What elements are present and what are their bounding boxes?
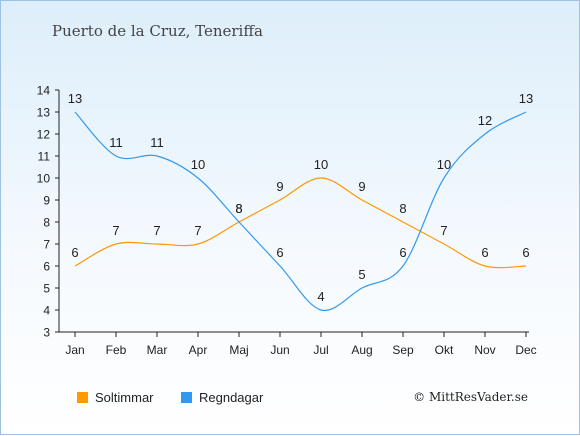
data-label-soltimmar-okt: 7 bbox=[440, 223, 447, 238]
data-label-regndagar-jul: 4 bbox=[317, 289, 324, 304]
chart-title: Puerto de la Cruz, Teneriffa bbox=[52, 22, 263, 40]
legend-swatch-soltimmar bbox=[77, 392, 88, 403]
data-label-regndagar-sep: 6 bbox=[399, 245, 406, 260]
data-label-regndagar-nov: 12 bbox=[478, 113, 492, 128]
series-line-regndagar bbox=[74, 111, 527, 312]
data-label-regndagar-feb: 11 bbox=[109, 135, 123, 150]
x-tick-label-mar: Mar bbox=[147, 343, 168, 357]
y-tick-label-10: 10 bbox=[37, 172, 51, 186]
y-tick-label-11: 11 bbox=[38, 150, 51, 164]
legend-item-regndagar: Regndagar bbox=[181, 390, 263, 405]
credit-text: © MittResVader.se bbox=[413, 390, 528, 404]
data-label-soltimmar-nov: 6 bbox=[481, 245, 488, 260]
y-tick-label-5: 5 bbox=[43, 282, 50, 296]
data-label-regndagar-okt: 10 bbox=[437, 157, 451, 172]
x-tick-label-aug: Aug bbox=[351, 343, 372, 357]
data-label-regndagar-mar: 11 bbox=[150, 135, 164, 150]
series-line-soltimmar bbox=[74, 177, 527, 269]
x-tick-label-jan: Jan bbox=[65, 343, 84, 357]
y-tick-label-14: 14 bbox=[37, 84, 51, 98]
data-label-regndagar-apr: 10 bbox=[191, 157, 205, 172]
x-tick-label-jul: Jul bbox=[313, 343, 328, 357]
y-tick-label-3: 3 bbox=[43, 326, 50, 340]
y-tick-label-7: 7 bbox=[43, 238, 50, 252]
data-label-soltimmar-jul: 10 bbox=[314, 157, 328, 172]
y-tick-label-6: 6 bbox=[43, 260, 50, 274]
data-label-regndagar-dec: 13 bbox=[519, 91, 533, 106]
x-tick-label-sep: Sep bbox=[392, 343, 414, 357]
legend-label-regndagar: Regndagar bbox=[199, 390, 264, 405]
data-label-soltimmar-feb: 7 bbox=[112, 223, 119, 238]
data-label-soltimmar-apr: 7 bbox=[194, 223, 201, 238]
data-label-regndagar-maj: 8 bbox=[235, 201, 242, 216]
x-tick-label-apr: Apr bbox=[189, 343, 208, 357]
data-label-soltimmar-dec: 6 bbox=[522, 245, 529, 260]
data-label-soltimmar-aug: 9 bbox=[358, 179, 365, 194]
y-tick-label-4: 4 bbox=[43, 304, 50, 318]
y-tick-label-9: 9 bbox=[43, 194, 50, 208]
x-tick-label-nov: Nov bbox=[474, 343, 495, 357]
legend-label-soltimmar: Soltimmar bbox=[95, 390, 154, 405]
y-tick-label-12: 12 bbox=[37, 128, 51, 142]
x-tick-label-jun: Jun bbox=[270, 343, 289, 357]
data-label-soltimmar-jun: 9 bbox=[276, 179, 283, 194]
data-label-soltimmar-mar: 7 bbox=[153, 223, 160, 238]
x-tick-label-okt: Okt bbox=[435, 343, 454, 357]
data-label-regndagar-jun: 6 bbox=[276, 245, 283, 260]
data-label-regndagar-aug: 5 bbox=[358, 267, 365, 282]
legend-item-soltimmar: Soltimmar bbox=[77, 390, 154, 405]
data-label-regndagar-jan: 13 bbox=[68, 91, 82, 106]
data-label-soltimmar-jan: 6 bbox=[71, 245, 78, 260]
y-tick-label-8: 8 bbox=[43, 216, 50, 230]
x-tick-label-maj: Maj bbox=[229, 343, 248, 357]
data-label-soltimmar-maj: 8 bbox=[235, 201, 242, 216]
data-label-soltimmar-sep: 8 bbox=[399, 201, 406, 216]
x-tick-label-dec: Dec bbox=[515, 343, 536, 357]
x-tick-label-feb: Feb bbox=[106, 343, 127, 357]
legend-swatch-regndagar bbox=[181, 392, 192, 403]
y-tick-label-13: 13 bbox=[37, 106, 51, 120]
